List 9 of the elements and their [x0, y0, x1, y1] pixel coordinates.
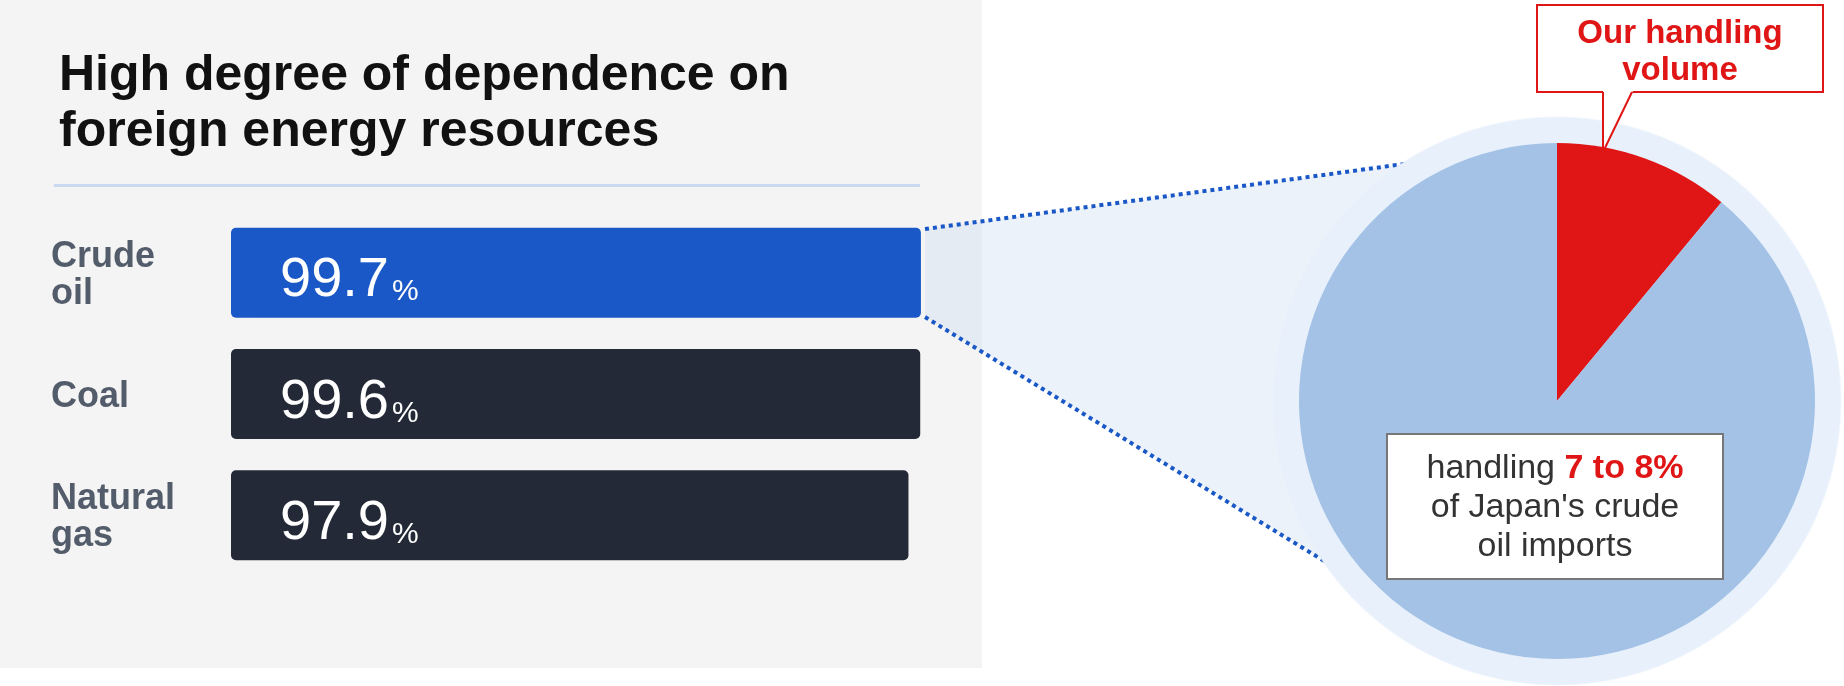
data-label: 99.6%: [280, 366, 419, 430]
slice-label: Our handling volume: [1536, 4, 1824, 93]
data-label: 99.7%: [280, 245, 419, 309]
y-tick-label: Coal: [51, 373, 130, 415]
chart-title: High degree of dependence on foreign energy resources: [59, 45, 804, 157]
text: handling 7 to 8% of Japan's crude oil imports: [1425, 447, 1685, 564]
y-tick-label: Natural gas: [51, 476, 186, 555]
data-label: 97.9%: [280, 487, 419, 551]
y-tick-label: Crude oil: [51, 233, 166, 312]
